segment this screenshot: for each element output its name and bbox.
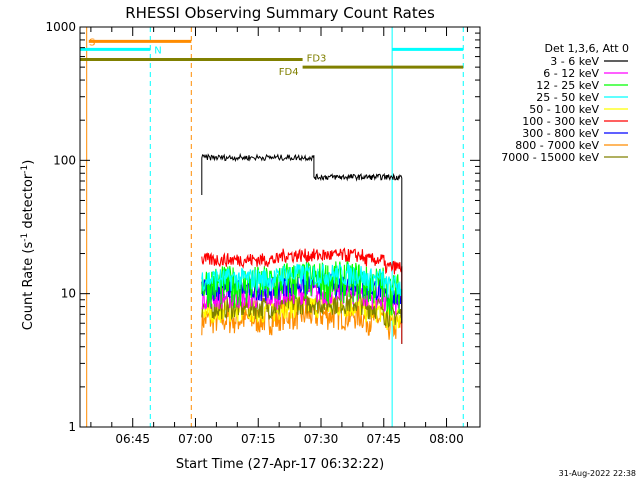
x-tick-label: 07:45 (366, 432, 401, 446)
footer-timestamp: 31-Aug-2022 22:38 (559, 469, 636, 478)
legend-title: Det 1,3,6, Att 0 (545, 42, 629, 55)
x-tick-label: 08:00 (429, 432, 464, 446)
legend-label: 300 - 800 keV (522, 127, 599, 140)
x-tick-label: 06:45 (115, 432, 150, 446)
y-tick-label: 10 (61, 287, 76, 301)
series-line-7000-15000- (201, 290, 403, 344)
legend-label: 50 - 100 keV (529, 103, 599, 116)
legend-label: 3 - 6 keV (550, 55, 599, 68)
y-tick-label: 1000 (45, 20, 76, 34)
y-axis-label: Count Rate (s-1 detector-1) (20, 160, 36, 331)
fd3-flag-label: FD3 (307, 54, 327, 65)
legend-label: 12 - 25 keV (536, 79, 599, 92)
series-line-25-50- (201, 263, 403, 344)
x-axis-label: Start Time (27-Apr-17 06:32:22) (176, 457, 384, 472)
legend-label: 7000 - 15000 keV (501, 151, 599, 164)
legend-label: 6 - 12 keV (543, 67, 599, 80)
chart-title: RHESSI Observing Summary Count Rates (125, 4, 435, 22)
night-flag-label: N (154, 45, 161, 56)
legend-label: 800 - 7000 keV (515, 139, 599, 152)
legend-label: 100 - 300 keV (522, 115, 599, 128)
x-tick-label: 07:00 (178, 432, 213, 446)
plot-area (80, 27, 480, 427)
series-line-3-6 (201, 152, 403, 324)
x-tick-label: 07:30 (304, 432, 339, 446)
plot-frame (79, 26, 481, 428)
fd4-flag-label: FD4 (279, 67, 299, 78)
x-tick-label: 07:15 (241, 432, 276, 446)
series-line-100-300- (201, 247, 403, 344)
y-tick-label: 1 (68, 420, 76, 434)
legend-label: 25 - 50 keV (536, 91, 599, 104)
y-tick-label: 100 (53, 153, 76, 167)
saa-flag-label: S (89, 37, 95, 48)
series-line-800-7000- (201, 300, 403, 344)
